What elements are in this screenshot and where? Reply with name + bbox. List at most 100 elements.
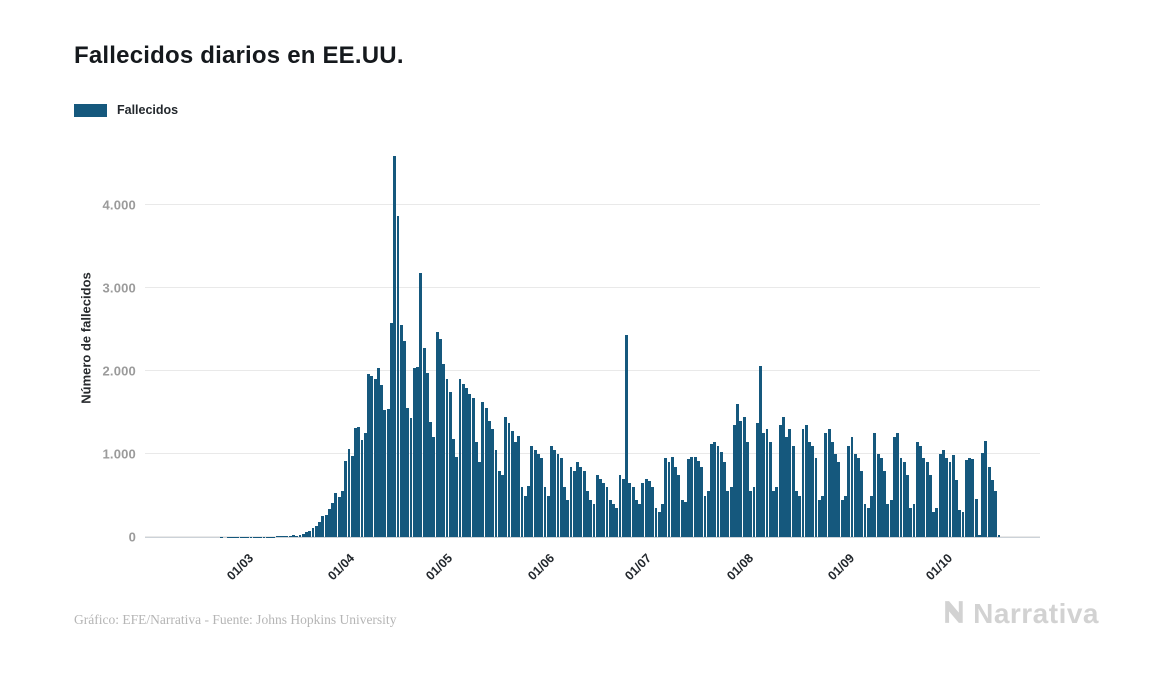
bar bbox=[896, 433, 900, 537]
bar bbox=[981, 453, 985, 537]
bar bbox=[448, 391, 452, 537]
bar bbox=[765, 429, 769, 537]
bar bbox=[282, 536, 286, 537]
bar bbox=[644, 478, 648, 537]
bar bbox=[383, 410, 387, 537]
bar bbox=[487, 420, 491, 537]
bar bbox=[977, 535, 981, 537]
bar bbox=[853, 454, 857, 537]
bar bbox=[739, 420, 743, 537]
bar bbox=[899, 458, 903, 537]
bar bbox=[961, 512, 965, 537]
x-tick-label: 01/10 bbox=[923, 551, 956, 584]
bar bbox=[422, 347, 426, 537]
bar bbox=[510, 430, 514, 537]
y-tick-label: 0 bbox=[128, 529, 136, 545]
bar bbox=[814, 458, 818, 537]
bar bbox=[337, 497, 341, 537]
y-gridline bbox=[145, 204, 1040, 206]
bar bbox=[876, 454, 880, 537]
bar bbox=[523, 495, 527, 537]
bar bbox=[550, 445, 553, 537]
bar bbox=[461, 383, 465, 537]
x-tick-label: 01/09 bbox=[825, 551, 858, 584]
bar bbox=[628, 483, 632, 537]
bar bbox=[759, 366, 762, 537]
bar bbox=[595, 474, 599, 537]
bar bbox=[517, 435, 521, 537]
bar bbox=[948, 461, 952, 537]
bar bbox=[752, 487, 756, 537]
bar bbox=[641, 483, 645, 537]
bar bbox=[991, 479, 994, 537]
bar bbox=[749, 491, 753, 537]
bar bbox=[416, 366, 419, 537]
bar bbox=[615, 507, 619, 537]
bar bbox=[909, 507, 913, 537]
bar bbox=[791, 445, 795, 537]
bar bbox=[654, 507, 658, 537]
bar bbox=[817, 499, 821, 537]
bar bbox=[732, 425, 736, 537]
bar bbox=[729, 487, 733, 537]
bar bbox=[811, 445, 815, 537]
bar bbox=[674, 466, 678, 537]
bar bbox=[321, 516, 325, 537]
bar bbox=[772, 491, 775, 537]
bar bbox=[768, 441, 772, 537]
bar bbox=[350, 456, 354, 537]
bar bbox=[354, 427, 357, 537]
bar bbox=[778, 425, 782, 537]
credit-line: Gráfico: EFE/Narrativa - Fuente: Johns H… bbox=[74, 612, 397, 627]
bar bbox=[697, 460, 700, 537]
bar bbox=[278, 536, 282, 537]
bar bbox=[455, 457, 459, 537]
bar bbox=[599, 478, 602, 537]
bar bbox=[994, 491, 998, 537]
bar bbox=[974, 498, 978, 537]
y-gridline bbox=[145, 287, 1040, 289]
bar bbox=[866, 507, 870, 537]
bar bbox=[540, 458, 544, 537]
bar bbox=[804, 425, 808, 537]
bar bbox=[396, 216, 400, 537]
bar bbox=[579, 466, 583, 537]
bar bbox=[612, 503, 615, 537]
bar bbox=[295, 535, 299, 537]
bar bbox=[308, 531, 312, 537]
bar bbox=[798, 495, 802, 537]
bar bbox=[893, 437, 896, 537]
narrativa-n-icon bbox=[943, 599, 969, 630]
bar bbox=[821, 495, 824, 537]
bar bbox=[634, 499, 638, 537]
bar bbox=[844, 495, 847, 537]
bar bbox=[445, 379, 449, 537]
bar bbox=[762, 433, 766, 537]
legend-swatch-icon bbox=[74, 103, 107, 117]
y-gridline bbox=[145, 370, 1040, 372]
bar bbox=[726, 491, 730, 537]
bar bbox=[781, 416, 785, 537]
bar bbox=[847, 445, 851, 537]
bar bbox=[465, 387, 468, 537]
x-tick-label: 01/06 bbox=[524, 551, 557, 584]
bar bbox=[827, 429, 831, 537]
bar bbox=[925, 462, 929, 537]
bar bbox=[403, 341, 406, 537]
bar bbox=[987, 466, 991, 537]
bar bbox=[775, 487, 779, 537]
bar bbox=[621, 478, 625, 537]
bar bbox=[409, 418, 413, 537]
chart-title: Fallecidos diarios en EE.UU. bbox=[74, 42, 404, 69]
bar bbox=[376, 368, 380, 537]
bar bbox=[520, 487, 524, 537]
bar bbox=[964, 459, 968, 537]
bar bbox=[801, 429, 805, 537]
bar bbox=[471, 397, 475, 537]
bar bbox=[301, 533, 305, 537]
bar bbox=[951, 454, 955, 537]
bar bbox=[700, 466, 704, 537]
bar bbox=[491, 429, 495, 537]
bar bbox=[915, 441, 919, 537]
bar bbox=[719, 452, 723, 537]
